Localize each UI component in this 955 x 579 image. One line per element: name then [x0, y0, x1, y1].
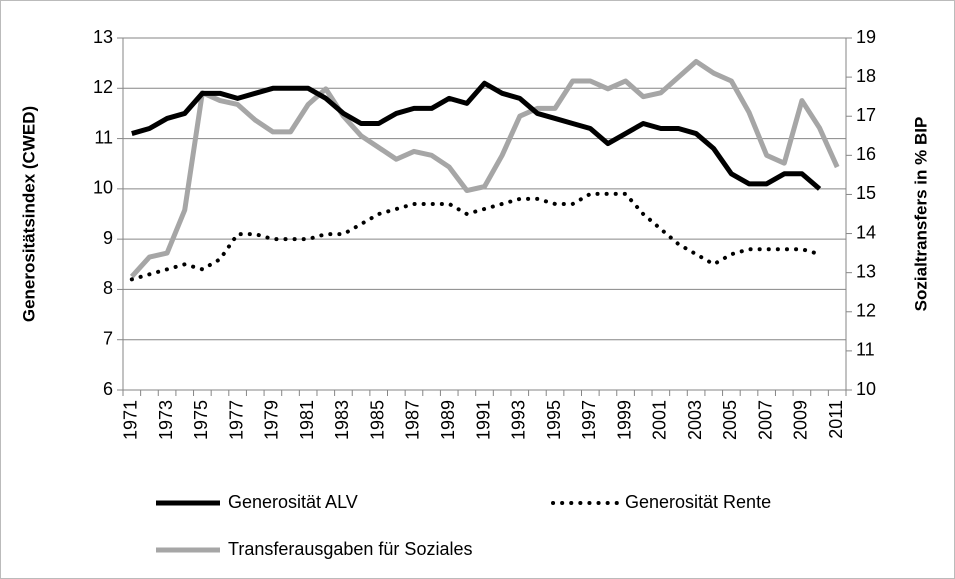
- y-tick-label: 12: [93, 77, 113, 97]
- y-tick-label: 6: [103, 379, 113, 399]
- y2-tick-label: 11: [856, 340, 875, 360]
- y2-axis-label: Sozialtransfers in % BIP: [911, 117, 930, 312]
- y-tick-label: 8: [103, 278, 113, 298]
- x-tick-label: 1997: [579, 400, 599, 440]
- x-tick-label: 2007: [755, 400, 775, 440]
- legend-label: Generosität Rente: [625, 492, 771, 512]
- x-tick-label: 2001: [650, 400, 670, 440]
- y2-tick-label: 17: [856, 105, 876, 125]
- x-tick-label: 1983: [332, 400, 352, 440]
- y-tick-label: 10: [93, 178, 113, 198]
- x-tick-label: 1981: [297, 400, 317, 440]
- legend-label: Transferausgaben für Soziales: [228, 539, 472, 559]
- y-tick-label: 9: [103, 228, 113, 248]
- y2-tick-label: 10: [856, 379, 876, 399]
- y2-tick-label: 19: [856, 27, 876, 47]
- x-tick-label: 1991: [473, 400, 493, 440]
- y2-tick-label: 16: [856, 144, 876, 164]
- x-tick-label: 1999: [614, 400, 634, 440]
- y2-tick-label: 14: [856, 222, 876, 242]
- x-tick-label: 1993: [509, 400, 529, 440]
- series-line: [131, 80, 822, 191]
- x-tick-label: 1979: [262, 400, 282, 440]
- y-tick-label: 13: [93, 27, 113, 47]
- y-tick-label: 7: [103, 328, 113, 348]
- x-tick-label: 1985: [367, 400, 387, 440]
- y2-tick-label: 13: [856, 261, 876, 281]
- x-tick-label: 2011: [826, 400, 846, 439]
- x-tick-label: 1987: [403, 400, 423, 440]
- x-tick-label: 2009: [791, 400, 811, 440]
- y2-tick-label: 18: [856, 66, 876, 86]
- x-tick-label: 2005: [720, 400, 740, 440]
- legend-label: Generosität ALV: [228, 492, 358, 512]
- x-tick-label: 1975: [191, 400, 211, 440]
- x-tick-label: 1971: [121, 400, 141, 440]
- y-axis-label: Generositätsindex (CWED): [19, 106, 38, 322]
- x-tick-label: 1973: [156, 400, 176, 440]
- y2-tick-label: 12: [856, 301, 876, 321]
- y-tick-label: 11: [94, 127, 113, 147]
- series-line: [129, 191, 822, 282]
- x-tick-label: 2003: [685, 400, 705, 440]
- x-tick-label: 1977: [226, 400, 246, 440]
- x-tick-label: 1989: [438, 400, 458, 440]
- series-line: [129, 58, 840, 279]
- y2-tick-label: 15: [856, 183, 876, 203]
- x-tick-label: 1995: [544, 400, 564, 440]
